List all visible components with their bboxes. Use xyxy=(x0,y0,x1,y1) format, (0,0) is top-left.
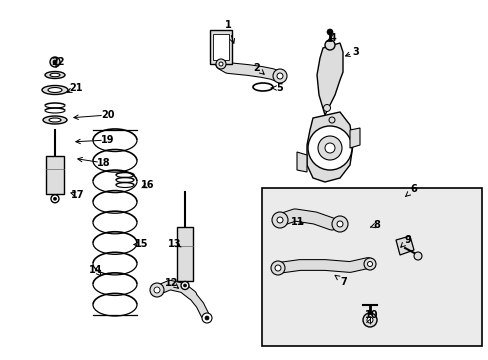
Text: 6: 6 xyxy=(405,184,417,197)
Text: 13: 13 xyxy=(168,239,182,249)
Text: 20: 20 xyxy=(101,110,115,120)
Circle shape xyxy=(276,73,283,79)
Circle shape xyxy=(276,217,283,223)
Ellipse shape xyxy=(45,72,65,78)
Ellipse shape xyxy=(49,118,61,122)
Circle shape xyxy=(154,287,160,293)
Circle shape xyxy=(323,104,330,112)
Circle shape xyxy=(272,69,286,83)
Ellipse shape xyxy=(252,83,272,91)
Polygon shape xyxy=(306,112,352,182)
Bar xyxy=(209,30,231,64)
Text: 21: 21 xyxy=(69,83,82,93)
Circle shape xyxy=(50,57,60,67)
Circle shape xyxy=(326,29,332,35)
Text: 5: 5 xyxy=(270,83,283,93)
Circle shape xyxy=(325,143,334,153)
Circle shape xyxy=(413,252,421,260)
Circle shape xyxy=(363,258,375,270)
Polygon shape xyxy=(262,188,481,346)
Text: 16: 16 xyxy=(141,180,154,190)
Circle shape xyxy=(317,136,341,160)
Circle shape xyxy=(183,284,186,287)
Ellipse shape xyxy=(43,116,67,124)
Polygon shape xyxy=(177,228,193,280)
Text: 4: 4 xyxy=(329,33,336,43)
Polygon shape xyxy=(395,236,413,255)
Ellipse shape xyxy=(48,87,62,93)
Circle shape xyxy=(325,40,334,50)
Text: 8: 8 xyxy=(373,220,380,230)
Text: 11: 11 xyxy=(291,217,304,227)
Text: 10: 10 xyxy=(365,310,378,320)
Text: 19: 19 xyxy=(101,135,115,145)
Circle shape xyxy=(271,212,287,228)
Text: 12: 12 xyxy=(165,278,179,288)
Text: 18: 18 xyxy=(97,158,111,168)
Circle shape xyxy=(53,60,57,64)
Bar xyxy=(213,34,228,60)
Text: 1: 1 xyxy=(224,20,234,43)
Polygon shape xyxy=(316,43,342,115)
Circle shape xyxy=(53,197,57,200)
Circle shape xyxy=(204,316,208,320)
Circle shape xyxy=(181,282,189,289)
Text: 9: 9 xyxy=(400,235,410,247)
Text: 15: 15 xyxy=(135,239,148,249)
Circle shape xyxy=(150,283,163,297)
Text: 14: 14 xyxy=(89,265,102,275)
Text: 3: 3 xyxy=(352,47,359,57)
Circle shape xyxy=(216,59,225,69)
Text: 17: 17 xyxy=(71,190,84,200)
Polygon shape xyxy=(46,156,64,194)
Circle shape xyxy=(270,261,285,275)
Text: 7: 7 xyxy=(334,275,346,287)
Ellipse shape xyxy=(42,86,68,95)
Circle shape xyxy=(366,317,372,323)
Ellipse shape xyxy=(50,73,60,77)
Text: 2: 2 xyxy=(253,63,264,74)
Circle shape xyxy=(328,117,334,123)
Circle shape xyxy=(336,221,342,227)
Polygon shape xyxy=(296,152,306,172)
Circle shape xyxy=(367,261,372,266)
Polygon shape xyxy=(349,128,359,148)
Circle shape xyxy=(274,265,281,271)
Circle shape xyxy=(307,126,351,170)
Circle shape xyxy=(331,216,347,232)
Text: 22: 22 xyxy=(51,57,64,67)
Circle shape xyxy=(202,313,212,323)
Circle shape xyxy=(219,62,223,66)
Circle shape xyxy=(362,313,376,327)
Circle shape xyxy=(51,195,59,203)
